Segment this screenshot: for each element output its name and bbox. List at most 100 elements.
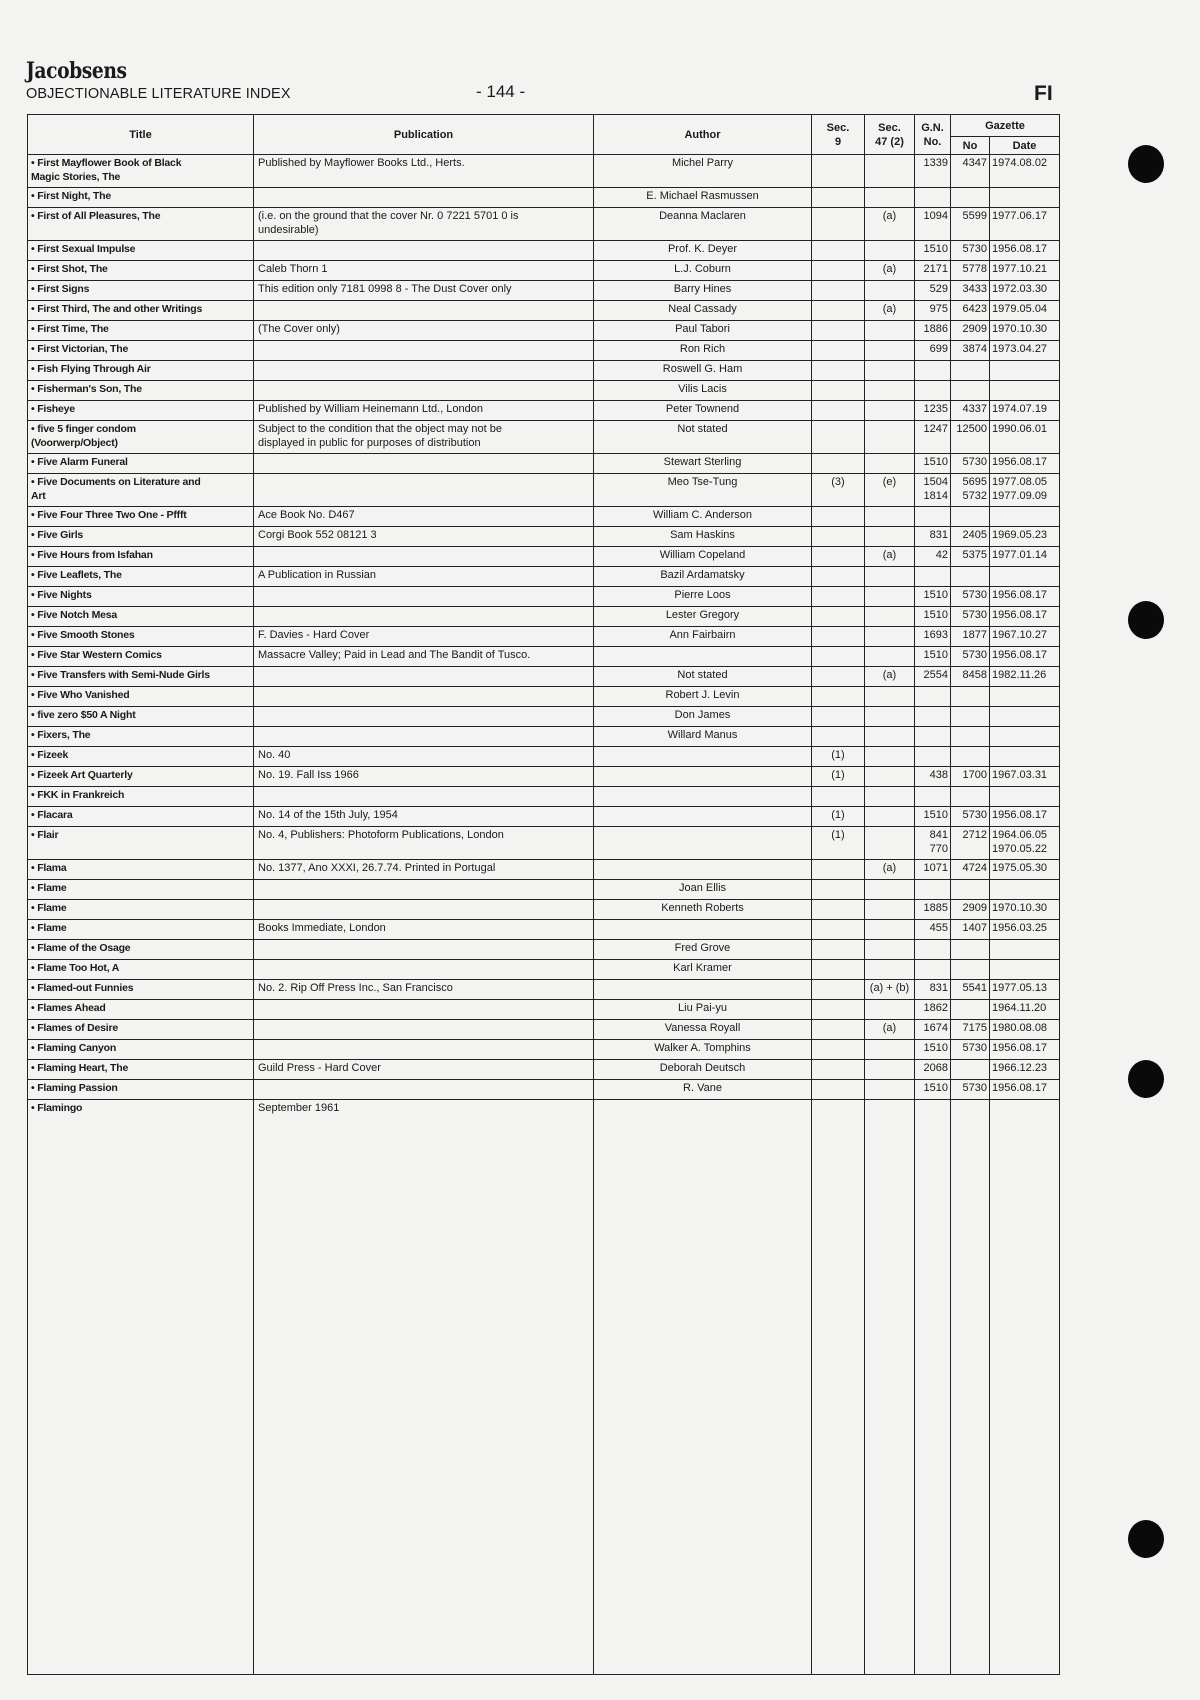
cell-date: 1967.03.31 xyxy=(989,766,1060,787)
cell-sec9 xyxy=(811,959,865,980)
cell-sec47 xyxy=(864,999,915,1020)
cell-author: Don James xyxy=(593,706,812,727)
cell-date xyxy=(989,380,1060,401)
cell-gn: 831 xyxy=(914,526,951,547)
cell-title: • Flames of Desire xyxy=(27,1019,254,1040)
col-header-title: Title xyxy=(27,114,254,155)
cell-publication xyxy=(253,786,594,807)
table-row: • Flames of Desire Vanessa Royall (a) 1674 7… xyxy=(27,1019,1060,1040)
cell-publication xyxy=(253,340,594,361)
cell-gn: 1510 xyxy=(914,586,951,607)
cell-sec47 xyxy=(864,899,915,920)
cell-sec47 xyxy=(864,626,915,647)
cell-date xyxy=(989,187,1060,208)
literature-index-table: Title Publication Author Sec. 9 Sec. 47 … xyxy=(27,114,1060,1675)
cell-sec47 xyxy=(864,320,915,341)
table-row: • First Night, The E. Michael Rasmussen xyxy=(27,187,1060,208)
cell-publication xyxy=(253,726,594,747)
table-row: • Fish Flying Through Air Roswell G. Ham xyxy=(27,360,1060,381)
cell-sec47 xyxy=(864,526,915,547)
cell-sec9 xyxy=(811,859,865,880)
cell-no xyxy=(950,380,990,401)
table-row: • Flama No. 1377, Ano XXXI, 26.7.74. Prin… xyxy=(27,859,1060,880)
cell-date: 1956.08.17 xyxy=(989,1079,1060,1100)
cell-title: • Fish Flying Through Air xyxy=(27,360,254,381)
cell-sec9: (1) xyxy=(811,766,865,787)
cell-title: • five 5 finger condom (Voorwerp/Object) xyxy=(27,420,254,454)
cell-publication: Books Immediate, London xyxy=(253,919,594,940)
cell-title: • Flair xyxy=(27,826,254,860)
cell-title: • Flama xyxy=(27,859,254,880)
cell-gn: 1235 xyxy=(914,400,951,421)
cell-publication: Ace Book No. D467 xyxy=(253,506,594,527)
punch-hole xyxy=(1128,1520,1164,1558)
cell-sec47 xyxy=(864,646,915,667)
cell-date xyxy=(989,746,1060,767)
cell-sec9 xyxy=(811,919,865,940)
cell-sec9 xyxy=(811,999,865,1020)
cell-sec47 xyxy=(864,187,915,208)
cell-no: 5730 xyxy=(950,1039,990,1060)
cell-gn: 1510 xyxy=(914,606,951,627)
cell-date xyxy=(989,566,1060,587)
cell-no xyxy=(950,706,990,727)
cell-author: Neal Cassady xyxy=(593,300,812,321)
cell-author: Not stated xyxy=(593,420,812,454)
cell-no xyxy=(950,939,990,960)
cell-sec9 xyxy=(811,187,865,208)
cell-sec47 xyxy=(864,746,915,767)
cell-gn: 1339 xyxy=(914,154,951,188)
cell-title: • Five Hours from Isfahan xyxy=(27,546,254,567)
cell-sec9 xyxy=(811,586,865,607)
cell-sec47 xyxy=(864,566,915,587)
cell-sec9 xyxy=(811,360,865,381)
cell-sec9 xyxy=(811,1099,865,1675)
cell-sec47 xyxy=(864,154,915,188)
table-row: • First Shot, The Caleb Thorn 1 L.J. Cobur… xyxy=(27,260,1060,281)
cell-date: 1980.08.08 xyxy=(989,1019,1060,1040)
cell-date xyxy=(989,360,1060,381)
cell-title: • FKK in Frankreich xyxy=(27,786,254,807)
cell-no: 1407 xyxy=(950,919,990,940)
cell-date: 1974.07.19 xyxy=(989,400,1060,421)
cell-publication xyxy=(253,899,594,920)
cell-sec9 xyxy=(811,566,865,587)
cell-no: 5730 xyxy=(950,606,990,627)
cell-sec47: (a) xyxy=(864,546,915,567)
cell-publication xyxy=(253,187,594,208)
cell-title: • Flame of the Osage xyxy=(27,939,254,960)
cell-date xyxy=(989,726,1060,747)
cell-no: 1700 xyxy=(950,766,990,787)
cell-author xyxy=(593,979,812,1000)
cell-sec47 xyxy=(864,586,915,607)
table-row: • Flacara No. 14 of the 15th July, 1954 (1… xyxy=(27,806,1060,827)
cell-sec9 xyxy=(811,1039,865,1060)
cell-title: • Five Smooth Stones xyxy=(27,626,254,647)
table-row: • Flair No. 4, Publishers: Photoform Publ… xyxy=(27,826,1060,860)
cell-sec9 xyxy=(811,280,865,301)
cell-publication: (i.e. on the ground that the cover Nr. 0… xyxy=(253,207,594,241)
cell-author: Ann Fairbairn xyxy=(593,626,812,647)
cell-no xyxy=(950,686,990,707)
cell-date: 1964.06.05 1970.05.22 xyxy=(989,826,1060,860)
cell-sec47 xyxy=(864,506,915,527)
table-row: • Flame Too Hot, A Karl Kramer xyxy=(27,959,1060,980)
cell-publication: Guild Press - Hard Cover xyxy=(253,1059,594,1080)
cell-date: 1956.08.17 xyxy=(989,646,1060,667)
cell-sec47 xyxy=(864,959,915,980)
cell-title: • First Time, The xyxy=(27,320,254,341)
cell-publication: Massacre Valley; Paid in Lead and The Ba… xyxy=(253,646,594,667)
table-row: • Flamed-out Funnies No. 2. Rip Off Press… xyxy=(27,979,1060,1000)
cell-sec47: (a) xyxy=(864,207,915,241)
cell-no xyxy=(950,1059,990,1080)
cell-publication: No. 14 of the 15th July, 1954 xyxy=(253,806,594,827)
cell-title: • Flacara xyxy=(27,806,254,827)
cell-sec47 xyxy=(864,606,915,627)
cell-sec47 xyxy=(864,879,915,900)
cell-title: • Fisherman's Son, The xyxy=(27,380,254,401)
table-row: • Five Who Vanished Robert J. Levin xyxy=(27,686,1060,707)
table-row: • Flame Kenneth Roberts 1885 2909 1970.10.30 xyxy=(27,899,1060,920)
table-row: • Five Hours from Isfahan William Copelan… xyxy=(27,546,1060,567)
cell-title: • First Sexual Impulse xyxy=(27,240,254,261)
cell-no: 8458 xyxy=(950,666,990,687)
